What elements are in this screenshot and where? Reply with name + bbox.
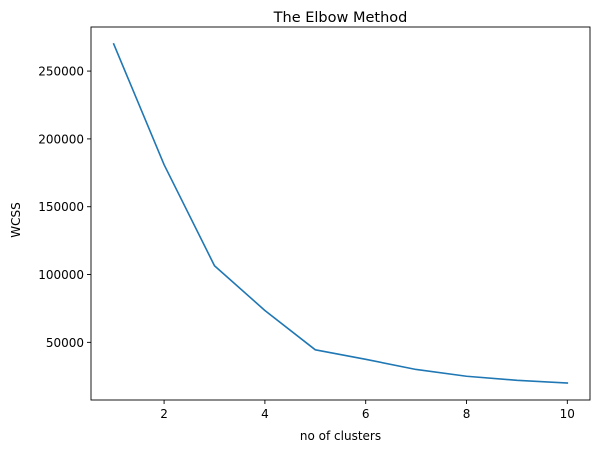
x-axis-label: no of clusters — [300, 429, 381, 443]
x-tick-label-4: 4 — [261, 407, 269, 421]
x-tick-label-2: 2 — [160, 407, 168, 421]
axes-frame — [90, 26, 591, 401]
x-tick-label-10: 10 — [560, 407, 575, 421]
plot-area: 2 4 6 8 10 50000 100000 150000 200000 250000 — [38, 26, 591, 421]
chart-title: The Elbow Method — [273, 10, 408, 26]
series-line-0 — [112, 42, 569, 384]
y-axis-label: WCSS — [9, 202, 23, 237]
y-tick-label-100000: 100000 — [38, 268, 84, 282]
y-tick-label-50000: 50000 — [46, 336, 84, 350]
y-tick-label-200000: 200000 — [38, 132, 84, 146]
y-tick-label-250000: 250000 — [38, 65, 84, 79]
x-tick-label-6: 6 — [362, 407, 370, 421]
x-tick-label-8: 8 — [463, 407, 471, 421]
y-tick-label-150000: 150000 — [38, 200, 84, 214]
